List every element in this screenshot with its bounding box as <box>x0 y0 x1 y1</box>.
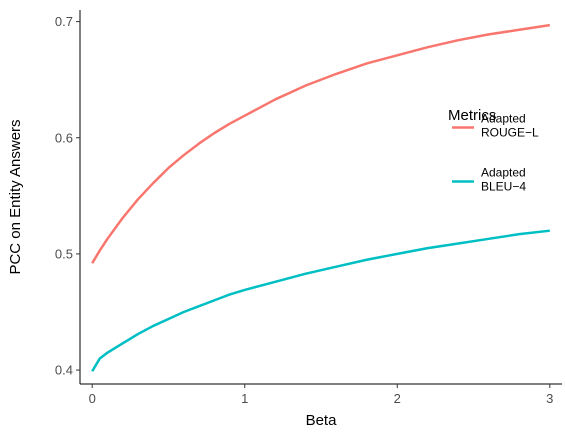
y-tick-label: 0.7 <box>55 14 73 29</box>
y-tick-label: 0.6 <box>55 130 73 145</box>
x-tick-label: 1 <box>241 391 248 406</box>
y-axis-title: PCC on Entity Answers <box>7 119 24 274</box>
x-tick-label: 3 <box>546 391 553 406</box>
legend-title: Metrics <box>448 107 496 124</box>
series-line-bleu-4 <box>91 229 550 372</box>
series-layer <box>91 23 550 372</box>
x-axis-ticks: 0 1 2 3 <box>89 384 553 406</box>
y-axis-ticks: 0.4 0.5 0.6 0.7 <box>55 14 80 378</box>
x-tick-label: 0 <box>89 391 96 406</box>
legend: Metrics Adapted ROUGE−L Adapted BLEU−4 <box>448 107 539 194</box>
legend-label-bleu-4-line2: BLEU−4 <box>481 180 526 194</box>
legend-label-rouge-l-line2: ROUGE−L <box>481 126 539 140</box>
y-tick-label: 0.5 <box>55 246 73 261</box>
x-axis-title: Beta <box>306 412 338 429</box>
legend-label-bleu-4-line1: Adapted <box>481 166 526 180</box>
legend-label-rouge-l-line1: Adapted <box>481 112 526 126</box>
x-tick-label: 2 <box>394 391 401 406</box>
series-line-rouge-l <box>91 23 550 264</box>
y-tick-label: 0.4 <box>55 363 73 378</box>
